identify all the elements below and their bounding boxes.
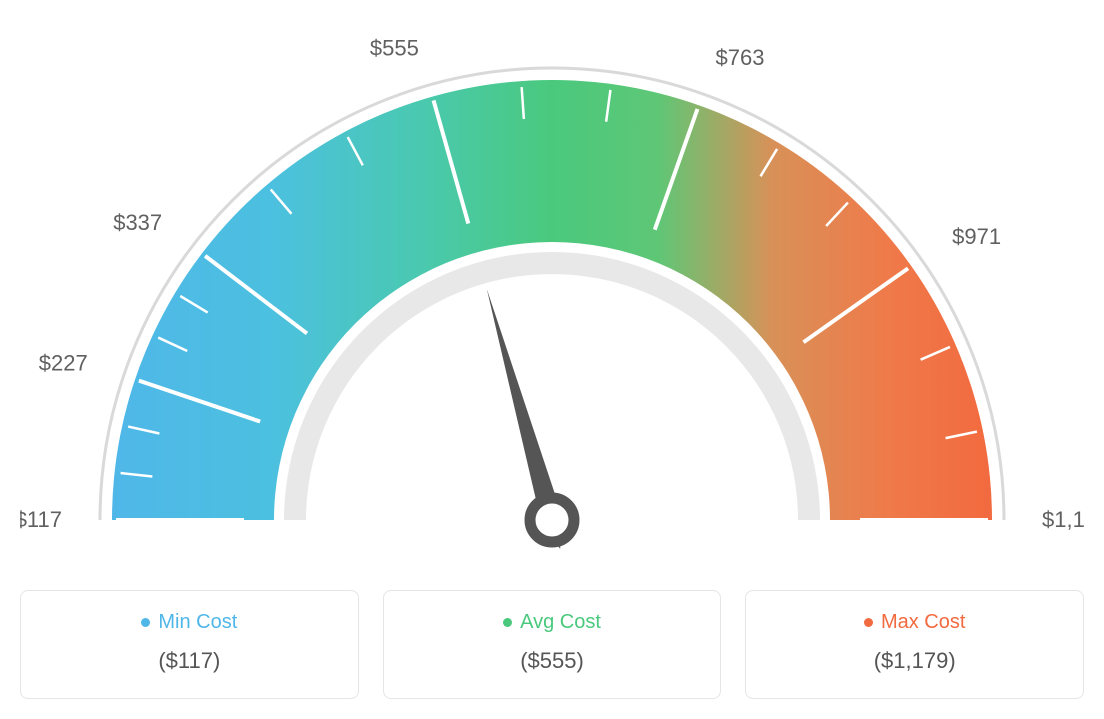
legend-dot-icon (864, 618, 873, 627)
legend-dot-icon (503, 618, 512, 627)
legend-row: Min Cost ($117) Avg Cost ($555) Max Cost ($1,… (20, 590, 1084, 699)
legend-title: Avg Cost (503, 611, 601, 634)
gauge-axis-label: $117 (20, 507, 62, 532)
legend-card-avg: Avg Cost ($555) (383, 590, 722, 699)
gauge-axis-label: $763 (715, 45, 764, 70)
gauge-svg: $117 $227 $337 $555 $763 $971 $1,179 (20, 20, 1084, 580)
legend-dot-icon (141, 618, 150, 627)
legend-title-text: Max Cost (881, 611, 965, 634)
legend-title-text: Min Cost (158, 611, 237, 634)
cost-gauge-chart: $117 $227 $337 $555 $763 $971 $1,179 (20, 20, 1084, 580)
legend-card-max: Max Cost ($1,179) (745, 590, 1084, 699)
gauge-axis-label: $337 (113, 210, 162, 235)
gauge-needle-hub (530, 498, 574, 542)
legend-card-min: Min Cost ($117) (20, 590, 359, 699)
legend-value: ($117) (31, 648, 348, 674)
legend-title: Max Cost (864, 611, 965, 634)
gauge-axis-label: $971 (952, 224, 1001, 249)
gauge-axis-label: $555 (370, 35, 419, 60)
gauge-axis-label: $1,179 (1042, 507, 1084, 532)
legend-title-text: Avg Cost (520, 611, 601, 634)
legend-title: Min Cost (141, 611, 237, 634)
gauge-axis-label: $227 (39, 350, 88, 375)
legend-value: ($555) (394, 648, 711, 674)
legend-value: ($1,179) (756, 648, 1073, 674)
